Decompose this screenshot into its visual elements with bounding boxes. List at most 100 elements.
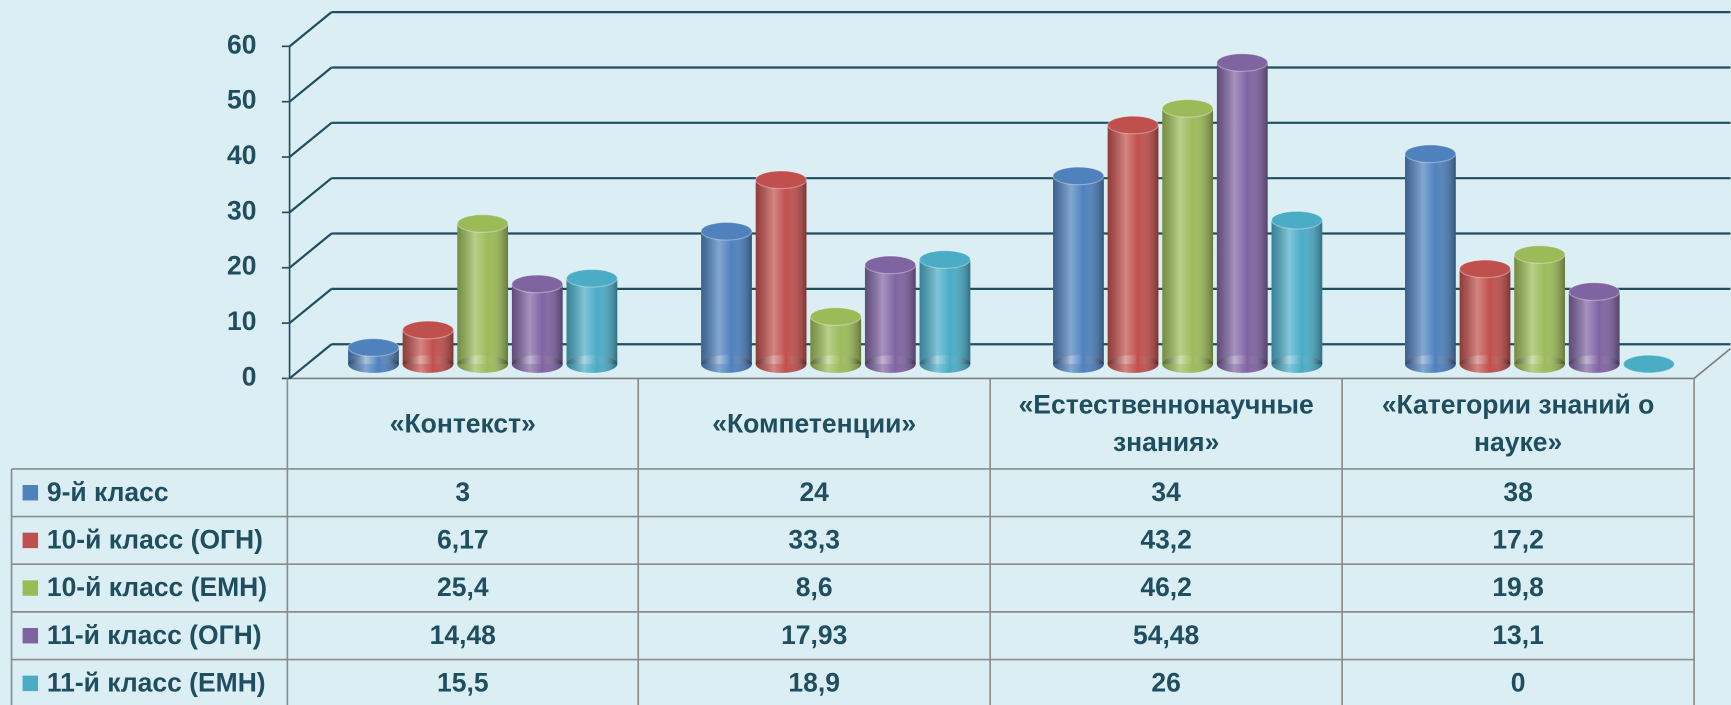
wall-line [288, 288, 333, 324]
bar-base-shade [1107, 355, 1159, 373]
legend-label: 11-й класс (ЕМН) [47, 667, 266, 697]
bar-top [1622, 354, 1675, 374]
legend-label: 9-й класс [47, 477, 169, 507]
bar-top [1513, 245, 1566, 264]
table-value: 17,2 [1492, 524, 1544, 554]
category-label: «Категории знаний о науке» [1381, 390, 1655, 458]
bar-group [1270, 210, 1323, 373]
bar-shade [919, 259, 971, 365]
bar-group [565, 268, 618, 373]
bar-top [1404, 144, 1457, 164]
wall-line [288, 66, 333, 103]
bar-base-shade [566, 355, 618, 373]
wall-line [288, 232, 333, 269]
bar-shade [755, 179, 807, 365]
wall-line [288, 121, 333, 158]
bar-shade [864, 264, 916, 365]
bar-base-shade [1459, 355, 1511, 373]
table-value: 15,5 [437, 667, 489, 697]
bar-group [402, 320, 454, 373]
bar-base-shade [348, 355, 399, 373]
table-value: 54,48 [1133, 620, 1199, 650]
bar-group [1052, 166, 1105, 373]
bar-shade [1405, 153, 1456, 365]
table-value: 0 [1511, 667, 1526, 697]
wall-line [288, 177, 333, 214]
bar-top [1568, 282, 1621, 301]
bar-shade [1514, 254, 1565, 365]
table-value: 24 [799, 477, 829, 507]
bar-shade [1459, 268, 1511, 365]
table-value: 43,2 [1140, 524, 1192, 554]
table-value: 19,8 [1492, 572, 1544, 602]
bar-group [1459, 259, 1511, 373]
legend-swatch [22, 532, 39, 549]
bar-top [1270, 210, 1323, 230]
bar-group [919, 250, 971, 373]
bar-shade [1568, 291, 1620, 365]
bar-base-shade [1405, 355, 1456, 373]
table-value: 14,48 [430, 620, 496, 650]
bar-group [864, 255, 917, 373]
bar-base-shade [701, 355, 752, 373]
bar-shade [701, 231, 752, 365]
bar-top [1216, 53, 1269, 72]
bar-top [864, 255, 917, 275]
bar-group [1513, 245, 1566, 373]
bar-base-shade [1162, 355, 1214, 373]
bar-group [1216, 53, 1269, 373]
legend-label: 10-й класс (ОГН) [47, 524, 263, 554]
legend-swatch [22, 675, 39, 692]
bar-group [1568, 282, 1621, 373]
table-value: 17,93 [781, 620, 847, 650]
bar-top [456, 214, 509, 233]
y-tick-label: 0 [242, 361, 257, 391]
bar-base-shade [919, 355, 971, 373]
bar-shade [566, 278, 618, 365]
wall-line [288, 11, 333, 48]
bar-base-shade [402, 355, 454, 373]
bar-base-shade [810, 355, 862, 373]
table-value: 6,17 [437, 524, 489, 554]
y-tick-label: 40 [227, 140, 256, 170]
table-value: 38 [1503, 477, 1532, 507]
table-value: 8,6 [796, 572, 833, 602]
legend-label: 11-й класс (ОГН) [47, 620, 262, 650]
bar-top [1052, 166, 1105, 186]
bar-base-shade [1053, 355, 1104, 373]
y-tick-label: 60 [227, 29, 256, 59]
bar-top [1107, 115, 1159, 135]
bar-top [919, 250, 971, 269]
bar-shade [1162, 108, 1214, 365]
bar-shade [1107, 124, 1159, 365]
table-value: 13,1 [1492, 620, 1544, 650]
bar-base-shade [1216, 355, 1268, 373]
bar-group [755, 170, 808, 373]
bar-base-shade [1568, 355, 1620, 373]
bar-group [700, 221, 753, 373]
table-value: 46,2 [1140, 572, 1192, 602]
table-value: 25,4 [437, 572, 489, 602]
bar-shade [457, 223, 509, 365]
bar-group [347, 338, 400, 373]
legend-swatch [22, 485, 39, 501]
category-label-box: «Категории знаний о науке» [1381, 390, 1655, 458]
bar-top [755, 170, 808, 190]
table-value: 26 [1151, 667, 1180, 697]
bar-base-shade [755, 355, 807, 373]
bar-base-shade [457, 355, 509, 373]
bar-shade [1271, 220, 1323, 365]
bar-top [1161, 98, 1214, 118]
bar-base-shade [511, 355, 563, 373]
category-label-box: «Естественнонаучные знания» [1019, 391, 1314, 458]
category-label: «Компетенции» [712, 409, 917, 440]
bar-base-shade [864, 355, 916, 373]
bar-group [511, 274, 564, 373]
bar-top [700, 221, 753, 241]
bar-group [1622, 354, 1675, 374]
legend-swatch [22, 580, 39, 596]
bar-base-shade [1271, 355, 1323, 373]
table-value: 34 [1151, 477, 1181, 507]
category-label-box: «Компетенции» [712, 409, 917, 440]
